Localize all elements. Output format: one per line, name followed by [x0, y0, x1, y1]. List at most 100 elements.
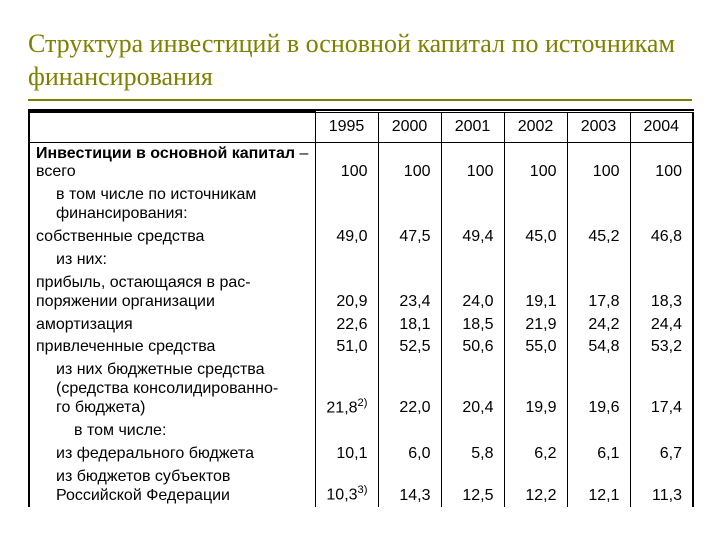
row-value: 24,4 [630, 314, 693, 337]
row-value: 17,4 [630, 359, 693, 420]
row-value: 21,82) [315, 359, 378, 420]
row-value: 24,0 [441, 272, 504, 314]
row-value: 53,2 [630, 336, 693, 359]
row-value: 100 [378, 142, 441, 184]
header-year: 2002 [504, 112, 567, 142]
row-label: из федерального бюджета [29, 443, 315, 466]
row-value [630, 420, 693, 443]
row-value: 21,9 [504, 314, 567, 337]
header-year: 2003 [567, 112, 630, 142]
row-value [378, 420, 441, 443]
row-value: 10,33) [315, 466, 378, 508]
row-label: из них: [29, 249, 315, 272]
row-value: 51,0 [315, 336, 378, 359]
investment-table: 1995 2000 2001 2002 2003 2004 Инвестиции… [28, 111, 694, 507]
table-row: в том числе: [29, 420, 693, 443]
table-row: прибыль, остающаяся в рас- поряжении орг… [29, 272, 693, 314]
row-value: 19,1 [504, 272, 567, 314]
table-row: привлеченные средства51,052,550,655,054,… [29, 336, 693, 359]
row-label: прибыль, остающаяся в рас- поряжении орг… [29, 272, 315, 314]
row-value: 22,6 [315, 314, 378, 337]
row-value: 12,1 [567, 466, 630, 508]
row-label: Инвестиции в основной капитал – всего [29, 142, 315, 184]
header-year: 2004 [630, 112, 693, 142]
row-label: привлеченные средства [29, 336, 315, 359]
row-value [315, 249, 378, 272]
row-label: амортизация [29, 314, 315, 337]
investment-table-wrap: 1995 2000 2001 2002 2003 2004 Инвестиции… [28, 109, 694, 507]
table-header: 1995 2000 2001 2002 2003 2004 [29, 112, 693, 142]
row-value: 5,8 [441, 443, 504, 466]
row-value [315, 184, 378, 226]
slide-title: Структура инвестиций в основной капитал … [28, 28, 692, 101]
row-value [504, 249, 567, 272]
row-value: 100 [630, 142, 693, 184]
row-label: из бюджетов субъектов Российской Федерац… [29, 466, 315, 508]
row-value: 12,5 [441, 466, 504, 508]
row-value [315, 420, 378, 443]
row-value: 100 [441, 142, 504, 184]
row-value: 22,0 [378, 359, 441, 420]
row-label: собственные средства [29, 226, 315, 249]
row-value [567, 420, 630, 443]
row-value: 100 [504, 142, 567, 184]
row-value: 6,1 [567, 443, 630, 466]
row-value: 45,2 [567, 226, 630, 249]
row-value: 47,5 [378, 226, 441, 249]
row-value: 45,0 [504, 226, 567, 249]
row-value: 6,7 [630, 443, 693, 466]
header-year: 2001 [441, 112, 504, 142]
row-label: в том числе: [29, 420, 315, 443]
row-value: 11,3 [630, 466, 693, 508]
row-value: 18,3 [630, 272, 693, 314]
row-value: 12,2 [504, 466, 567, 508]
row-value: 18,1 [378, 314, 441, 337]
row-value: 19,6 [567, 359, 630, 420]
row-value [378, 249, 441, 272]
row-value [630, 184, 693, 226]
table-row: из них: [29, 249, 693, 272]
table-body: Инвестиции в основной капитал – всего100… [29, 142, 693, 507]
table-row: из бюджетов субъектов Российской Федерац… [29, 466, 693, 508]
row-label: из них бюджетные средства (средства конс… [29, 359, 315, 420]
row-value: 14,3 [378, 466, 441, 508]
row-value [567, 184, 630, 226]
table-row: из федерального бюджета10,16,05,86,26,16… [29, 443, 693, 466]
row-value [630, 249, 693, 272]
table-row: Инвестиции в основной капитал – всего100… [29, 142, 693, 184]
row-value: 52,5 [378, 336, 441, 359]
row-value [441, 249, 504, 272]
row-value: 50,6 [441, 336, 504, 359]
table-row: из них бюджетные средства (средства конс… [29, 359, 693, 420]
row-value: 18,5 [441, 314, 504, 337]
row-value [567, 249, 630, 272]
row-value: 49,0 [315, 226, 378, 249]
row-value [441, 184, 504, 226]
row-value: 20,4 [441, 359, 504, 420]
header-blank [29, 112, 315, 142]
row-value [378, 184, 441, 226]
table-row: амортизация22,618,118,521,924,224,4 [29, 314, 693, 337]
table-row: в том числе по источникам финансирования… [29, 184, 693, 226]
row-value: 10,1 [315, 443, 378, 466]
row-value [441, 420, 504, 443]
row-value: 100 [567, 142, 630, 184]
header-year: 1995 [315, 112, 378, 142]
row-value: 19,9 [504, 359, 567, 420]
row-value [504, 184, 567, 226]
row-value: 54,8 [567, 336, 630, 359]
row-value: 20,9 [315, 272, 378, 314]
row-value: 23,4 [378, 272, 441, 314]
row-value: 100 [315, 142, 378, 184]
row-value: 55,0 [504, 336, 567, 359]
row-label: в том числе по источникам финансирования… [29, 184, 315, 226]
row-value [504, 420, 567, 443]
row-value: 17,8 [567, 272, 630, 314]
row-value: 49,4 [441, 226, 504, 249]
row-value: 6,0 [378, 443, 441, 466]
row-value: 6,2 [504, 443, 567, 466]
header-year: 2000 [378, 112, 441, 142]
row-value: 24,2 [567, 314, 630, 337]
row-value: 46,8 [630, 226, 693, 249]
table-row: собственные средства49,047,549,445,045,2… [29, 226, 693, 249]
